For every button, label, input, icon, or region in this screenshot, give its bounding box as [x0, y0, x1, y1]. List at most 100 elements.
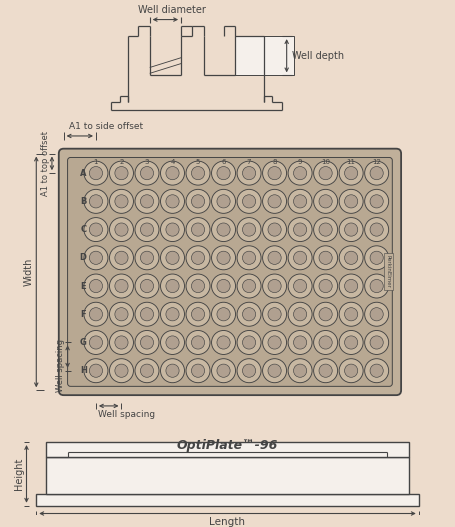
- Circle shape: [237, 246, 261, 270]
- Circle shape: [313, 274, 338, 298]
- Circle shape: [84, 302, 108, 326]
- Circle shape: [237, 189, 261, 213]
- Circle shape: [263, 218, 287, 241]
- Circle shape: [84, 189, 108, 213]
- Circle shape: [263, 330, 287, 355]
- Circle shape: [364, 246, 389, 270]
- Text: 2: 2: [119, 159, 124, 165]
- Circle shape: [319, 308, 332, 321]
- Circle shape: [319, 364, 332, 377]
- Text: 4: 4: [170, 159, 175, 165]
- Circle shape: [313, 330, 338, 355]
- Circle shape: [89, 308, 102, 321]
- Text: F: F: [81, 310, 86, 319]
- Text: H: H: [80, 366, 86, 375]
- Circle shape: [339, 218, 363, 241]
- Circle shape: [263, 274, 287, 298]
- FancyBboxPatch shape: [235, 36, 293, 75]
- Circle shape: [192, 336, 205, 349]
- Circle shape: [166, 195, 179, 208]
- Circle shape: [115, 279, 128, 292]
- Circle shape: [237, 302, 261, 326]
- Circle shape: [263, 189, 287, 213]
- Circle shape: [141, 336, 154, 349]
- Text: D: D: [80, 253, 87, 262]
- Text: 5: 5: [196, 159, 200, 165]
- Circle shape: [370, 279, 383, 292]
- Circle shape: [344, 195, 358, 208]
- Circle shape: [115, 308, 128, 321]
- Circle shape: [135, 189, 159, 213]
- Circle shape: [344, 223, 358, 236]
- Circle shape: [89, 364, 102, 377]
- Circle shape: [243, 195, 256, 208]
- Polygon shape: [46, 457, 409, 494]
- Circle shape: [217, 195, 230, 208]
- Circle shape: [370, 167, 383, 180]
- Circle shape: [339, 359, 363, 383]
- Circle shape: [166, 364, 179, 377]
- Circle shape: [186, 359, 210, 383]
- Text: Well depth: Well depth: [292, 51, 344, 61]
- FancyBboxPatch shape: [59, 149, 401, 395]
- Circle shape: [84, 161, 108, 185]
- Text: 9: 9: [298, 159, 303, 165]
- Circle shape: [370, 195, 383, 208]
- Circle shape: [192, 223, 205, 236]
- Circle shape: [186, 189, 210, 213]
- Circle shape: [344, 167, 358, 180]
- Text: G: G: [80, 338, 86, 347]
- Circle shape: [263, 246, 287, 270]
- Circle shape: [263, 302, 287, 326]
- Circle shape: [288, 161, 312, 185]
- Circle shape: [141, 223, 154, 236]
- Circle shape: [237, 359, 261, 383]
- Circle shape: [84, 359, 108, 383]
- Circle shape: [370, 251, 383, 265]
- Circle shape: [166, 279, 179, 292]
- Circle shape: [319, 223, 332, 236]
- Circle shape: [293, 195, 307, 208]
- Circle shape: [135, 359, 159, 383]
- Circle shape: [364, 274, 389, 298]
- Text: 10: 10: [321, 159, 330, 165]
- Text: Height: Height: [14, 458, 24, 490]
- Circle shape: [313, 218, 338, 241]
- Circle shape: [217, 251, 230, 265]
- Circle shape: [135, 246, 159, 270]
- Text: OptiPlate™-96: OptiPlate™-96: [177, 438, 278, 452]
- Circle shape: [161, 246, 184, 270]
- Circle shape: [89, 251, 102, 265]
- Circle shape: [212, 359, 236, 383]
- Circle shape: [110, 246, 133, 270]
- Circle shape: [115, 364, 128, 377]
- Circle shape: [186, 274, 210, 298]
- Circle shape: [192, 195, 205, 208]
- Circle shape: [217, 364, 230, 377]
- Circle shape: [293, 251, 307, 265]
- Circle shape: [370, 308, 383, 321]
- Circle shape: [243, 167, 256, 180]
- Circle shape: [243, 223, 256, 236]
- Circle shape: [237, 330, 261, 355]
- Circle shape: [89, 223, 102, 236]
- Circle shape: [339, 189, 363, 213]
- Circle shape: [192, 167, 205, 180]
- Circle shape: [84, 330, 108, 355]
- Circle shape: [344, 251, 358, 265]
- Circle shape: [115, 223, 128, 236]
- Circle shape: [339, 161, 363, 185]
- Circle shape: [84, 246, 108, 270]
- Text: Well diameter: Well diameter: [138, 5, 206, 15]
- Circle shape: [166, 251, 179, 265]
- Circle shape: [212, 161, 236, 185]
- Circle shape: [293, 279, 307, 292]
- Circle shape: [293, 336, 307, 349]
- Circle shape: [293, 308, 307, 321]
- Circle shape: [141, 308, 154, 321]
- Circle shape: [192, 364, 205, 377]
- Circle shape: [364, 218, 389, 241]
- Circle shape: [89, 336, 102, 349]
- Circle shape: [186, 161, 210, 185]
- Circle shape: [186, 218, 210, 241]
